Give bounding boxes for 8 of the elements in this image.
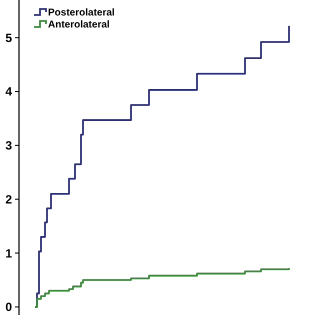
y-tick-label: 3	[5, 138, 12, 153]
y-tick-label: 0	[5, 300, 12, 314]
y-tick-label: 5	[5, 30, 12, 45]
legend-label: Posterolateral	[48, 8, 115, 18]
y-tick-label: 2	[5, 192, 12, 206]
y-tick-label: 1	[5, 246, 12, 260]
legend-label: Anterolateral	[48, 20, 110, 30]
y-tick-label: 4	[5, 84, 12, 99]
